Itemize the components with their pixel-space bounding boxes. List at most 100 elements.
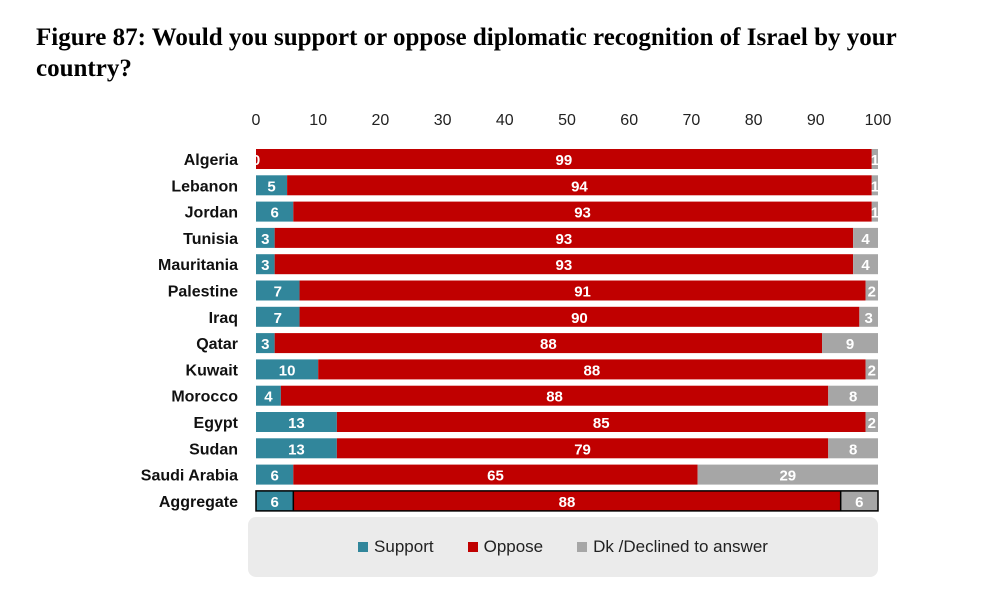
data-label: 90 bbox=[571, 310, 588, 327]
bar-segment bbox=[280, 385, 829, 406]
x-axis-ticks: 0 10 20 30 40 50 60 70 80 90 100 bbox=[252, 112, 892, 129]
category-label: Saudi Arabia bbox=[141, 468, 238, 485]
legend-swatch bbox=[577, 542, 588, 552]
bar-segment bbox=[256, 201, 294, 222]
category-label: Qatar bbox=[196, 336, 238, 353]
data-label: 9 bbox=[846, 336, 854, 353]
bar-segment bbox=[256, 175, 288, 196]
data-label: 6 bbox=[270, 494, 278, 511]
data-label: 8 bbox=[849, 389, 857, 406]
data-label: 6 bbox=[270, 205, 278, 222]
bar-segment bbox=[299, 306, 860, 327]
data-label: 4 bbox=[264, 389, 273, 406]
category-label: Sudan bbox=[189, 441, 238, 458]
category-label: Egypt bbox=[194, 415, 239, 432]
x-tick-label: 80 bbox=[745, 112, 763, 129]
legend-label: Dk /Declined to answer bbox=[593, 537, 768, 556]
category-label: Mauritania bbox=[158, 257, 238, 274]
bar-segment bbox=[859, 306, 878, 327]
data-label: 79 bbox=[574, 441, 591, 458]
bar-segment bbox=[293, 464, 698, 485]
data-label: 6 bbox=[855, 494, 863, 511]
legend-item: Support bbox=[358, 537, 434, 557]
data-label: 91 bbox=[574, 284, 591, 301]
data-label: 3 bbox=[261, 231, 269, 248]
bar-segment bbox=[299, 280, 866, 301]
data-label: 13 bbox=[288, 415, 305, 432]
bar-segment bbox=[865, 412, 878, 432]
data-label: 65 bbox=[487, 468, 504, 485]
category-label: Iraq bbox=[209, 310, 238, 327]
bar-segment bbox=[853, 227, 878, 248]
bar-segment bbox=[828, 385, 878, 406]
bar-segment bbox=[256, 333, 275, 354]
data-label: 1 bbox=[871, 152, 879, 169]
data-label: 13 bbox=[288, 441, 305, 458]
legend-swatch bbox=[358, 542, 369, 552]
data-label: 5 bbox=[267, 178, 275, 195]
bar-segment bbox=[871, 175, 878, 196]
bar-segment bbox=[256, 280, 300, 301]
data-label: 2 bbox=[868, 284, 876, 301]
data-label: 4 bbox=[861, 257, 870, 274]
bar-segment bbox=[287, 175, 872, 196]
x-tick-label: 50 bbox=[558, 112, 576, 129]
data-label: 1 bbox=[871, 178, 879, 195]
legend-swatch bbox=[467, 542, 478, 552]
bar-segment bbox=[256, 254, 275, 275]
x-tick-label: 100 bbox=[865, 112, 892, 129]
data-label: 4 bbox=[861, 231, 870, 248]
category-label: Kuwait bbox=[186, 362, 239, 379]
x-tick-label: 30 bbox=[434, 112, 452, 129]
bar-segment bbox=[256, 359, 319, 380]
category-label: Tunisia bbox=[183, 231, 238, 248]
legend: Support Oppose Dk /Declined to answer bbox=[248, 517, 878, 577]
bar-segment bbox=[274, 254, 854, 275]
data-label: 88 bbox=[584, 362, 601, 379]
bar-segment bbox=[256, 149, 872, 169]
data-label: 88 bbox=[546, 389, 563, 406]
bars bbox=[255, 149, 879, 512]
bar-segment bbox=[871, 201, 878, 222]
data-label: 7 bbox=[274, 284, 282, 301]
data-label: 88 bbox=[540, 336, 557, 353]
data-label: 2 bbox=[868, 362, 876, 379]
legend-item: Oppose bbox=[467, 537, 543, 557]
data-label: 3 bbox=[261, 336, 269, 353]
bar-segment bbox=[256, 306, 300, 327]
category-label: Lebanon bbox=[171, 178, 238, 195]
category-label: Aggregate bbox=[159, 494, 238, 511]
x-tick-label: 0 bbox=[252, 112, 261, 129]
bar-segment bbox=[256, 438, 337, 459]
bar-segment bbox=[293, 201, 872, 222]
bar-segment bbox=[697, 464, 878, 485]
x-tick-label: 40 bbox=[496, 112, 514, 129]
bar-segment bbox=[256, 412, 337, 432]
bar-segment bbox=[336, 412, 866, 432]
chart-title: Figure 87: Would you support or oppose d… bbox=[36, 24, 897, 82]
bar-segment bbox=[274, 333, 823, 354]
data-label: 2 bbox=[868, 415, 876, 432]
category-label: Algeria bbox=[184, 152, 238, 169]
stacked-bar-chart: 0 10 20 30 40 50 60 70 80 90 100 AlgeriaLebanonJor… bbox=[141, 112, 892, 512]
bar-segment bbox=[840, 490, 878, 511]
data-label: 7 bbox=[274, 310, 282, 327]
bar-segment bbox=[274, 227, 854, 248]
category-label: Palestine bbox=[168, 284, 238, 301]
category-label: Jordan bbox=[185, 205, 238, 222]
x-tick-label: 10 bbox=[309, 112, 327, 129]
legend-label: Support bbox=[374, 537, 434, 556]
data-label: 93 bbox=[556, 231, 573, 248]
data-label: 99 bbox=[556, 152, 573, 169]
data-labels: 0 99 15 94 16 93 13 93 43 93 47 91 27 90 33 88 910 88 24 88… bbox=[252, 152, 879, 511]
data-label: 93 bbox=[574, 205, 591, 222]
x-tick-label: 20 bbox=[372, 112, 390, 129]
data-label: 93 bbox=[556, 257, 573, 274]
data-label: 6 bbox=[270, 468, 278, 485]
x-tick-label: 70 bbox=[683, 112, 701, 129]
data-label: 29 bbox=[779, 468, 796, 485]
bar-segment bbox=[828, 438, 878, 459]
legend-item: Dk /Declined to answer bbox=[577, 537, 768, 557]
category-label: Morocco bbox=[171, 389, 238, 406]
data-label: 1 bbox=[871, 205, 879, 222]
